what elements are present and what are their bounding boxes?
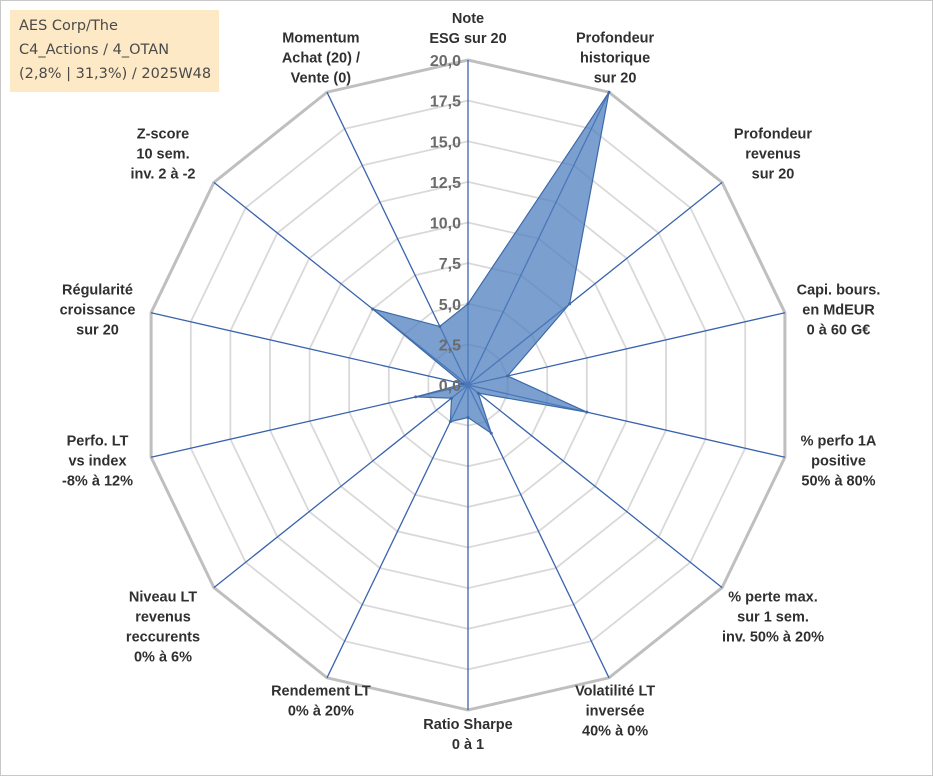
axis-label: Z-score 10 sem. inv. 2 à -2 <box>130 127 195 183</box>
tick-label: 0,0 <box>439 378 461 395</box>
chart-title-box: AES Corp/The C4_Actions / 4_OTAN (2,8% |… <box>10 10 219 92</box>
axis-spoke <box>467 312 786 386</box>
axis-spoke <box>150 312 469 386</box>
tick-label: 15,0 <box>430 134 461 151</box>
axis-label: Profondeur historique sur 20 <box>576 31 654 87</box>
data-point <box>438 324 442 328</box>
axis-label: Profondeur revenus sur 20 <box>734 127 812 183</box>
tick-label: 2,5 <box>439 337 461 354</box>
axis-label: Capi. bours. en MdEUR 0 à 60 G€ <box>797 283 881 339</box>
axis-spoke <box>467 384 723 589</box>
tick-label: 10,0 <box>430 216 461 233</box>
axis-label: Perfo. LT vs index -8% à 12% <box>62 433 133 489</box>
axis-label: Momentum Achat (20) / Vente (0) <box>282 31 360 87</box>
axis-label: % perfo 1A positive 50% à 80% <box>801 433 877 489</box>
axis-spoke <box>213 384 469 589</box>
data-point <box>585 410 589 414</box>
data-point <box>466 302 470 306</box>
tick-label: 20,0 <box>430 53 461 70</box>
data-point <box>489 431 493 435</box>
axis-spoke <box>326 384 469 679</box>
data-point <box>506 374 510 378</box>
tick-label: 7,5 <box>439 256 461 273</box>
data-series-area <box>372 91 610 435</box>
axis-label: Régularité croissance sur 20 <box>60 283 136 339</box>
axis-label: % perte max. sur 1 sem. inv. 50% à 20% <box>722 589 824 645</box>
axis-label: Note ESG sur 20 <box>429 11 506 47</box>
data-point <box>461 382 465 386</box>
data-point <box>476 391 480 395</box>
tick-label: 17,5 <box>430 94 461 111</box>
axis-label: Rendement LT 0% à 20% <box>271 683 371 719</box>
axis-label: Niveau LT revenus reccurents 0% à 6% <box>126 589 200 665</box>
axis-label: Ratio Sharpe 0 à 1 <box>423 717 512 753</box>
data-point <box>466 416 470 419</box>
axis-label: Volatilité LT inversée 40% à 0% <box>575 683 655 739</box>
tick-label: 12,5 <box>430 175 461 192</box>
data-point <box>414 395 418 399</box>
data-point <box>448 420 452 424</box>
data-point <box>371 307 375 311</box>
title-line-3: (2,8% | 31,3%) / 2025W48 <box>19 66 212 82</box>
data-point <box>607 90 611 94</box>
data-point <box>568 302 572 306</box>
title-line-1: AES Corp/The <box>19 18 118 34</box>
tick-label: 5,0 <box>439 297 461 314</box>
data-point <box>450 396 453 400</box>
title-line-2: C4_Actions / 4_OTAN <box>19 42 170 58</box>
